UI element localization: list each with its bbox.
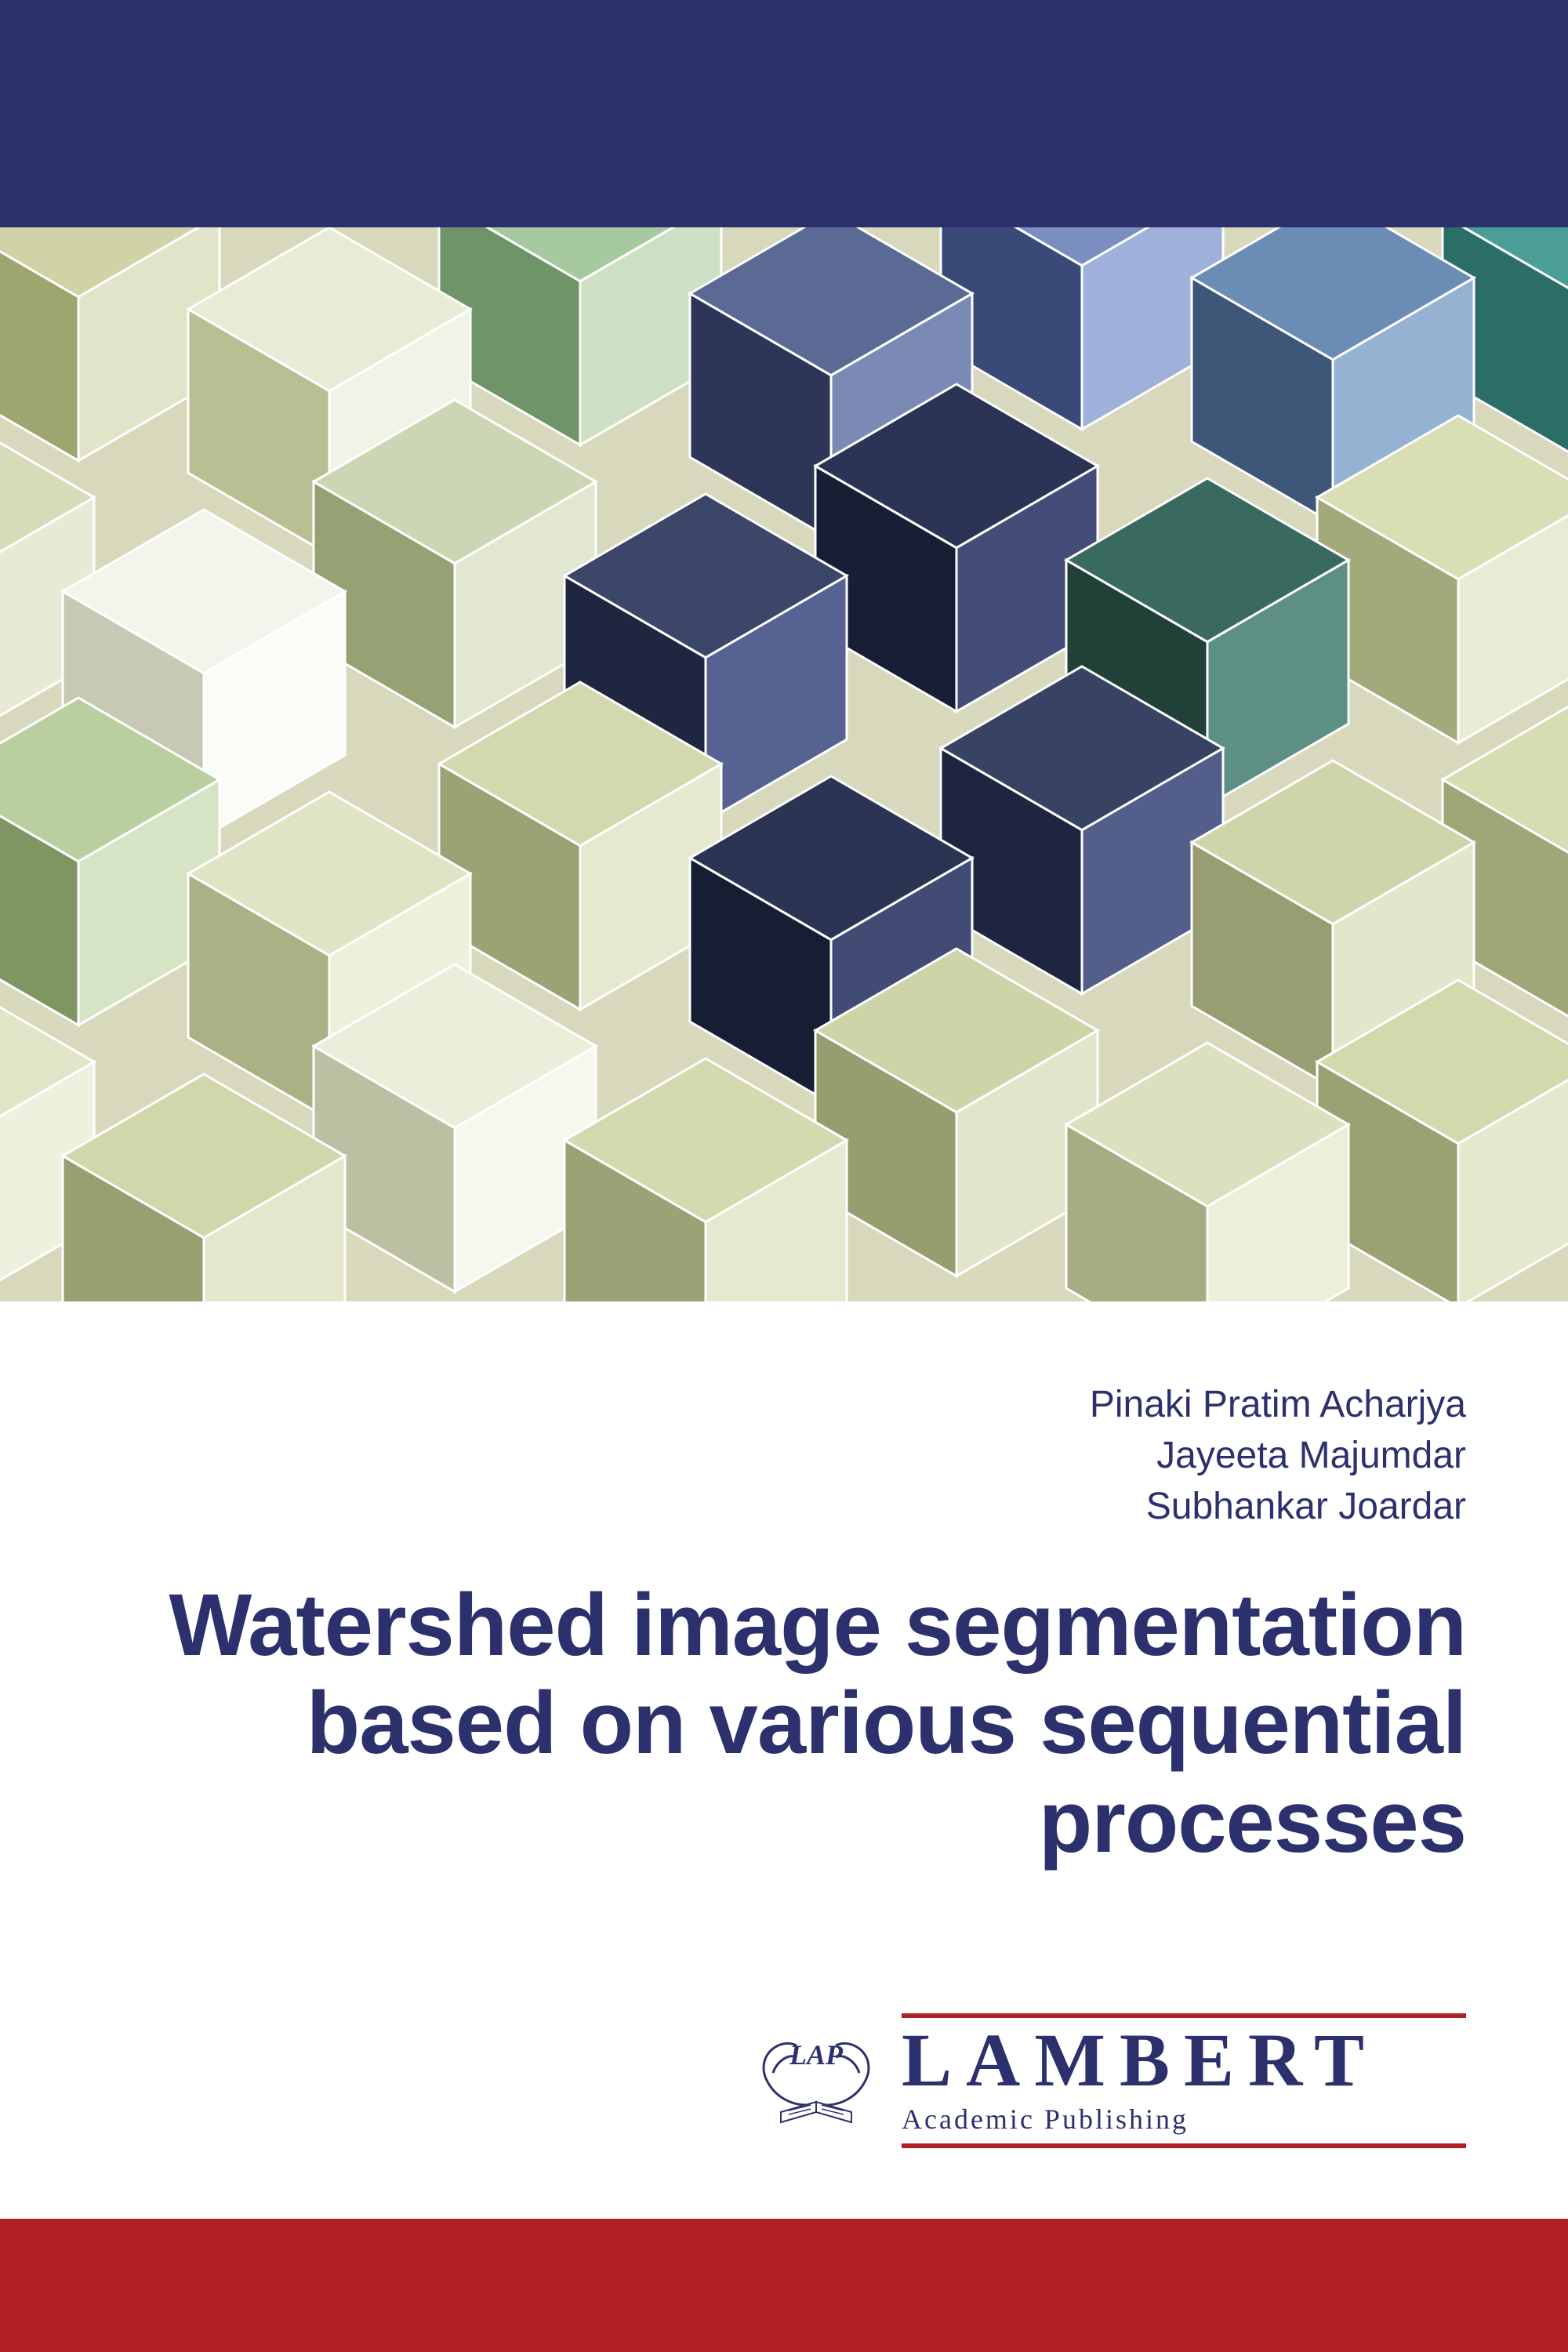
author-2: Jayeeta Majumdar [1090, 1431, 1466, 1482]
publisher-tagline: Academic Publishing [902, 2103, 1466, 2136]
book-cover: Pinaki Pratim Acharjya Jayeeta Majumdar … [0, 0, 1568, 2352]
logo-rule-bottom [902, 2143, 1466, 2148]
book-title: Watershed image segmentation based on va… [63, 1576, 1466, 1871]
publisher-logo: LAP LAMBERT Academic Publishing [750, 2013, 1466, 2148]
publisher-badge-text: LAP [789, 2039, 844, 2071]
publisher-name: LAMBERT [902, 2023, 1466, 2098]
author-1: Pinaki Pratim Acharjya [1090, 1380, 1466, 1431]
bottom-band [0, 2219, 1568, 2352]
top-band [0, 0, 1568, 227]
author-3: Subhankar Joardar [1090, 1482, 1466, 1533]
authors-block: Pinaki Pratim Acharjya Jayeeta Majumdar … [1090, 1380, 1466, 1532]
publisher-emblem: LAP [750, 2030, 883, 2132]
publisher-text: LAMBERT Academic Publishing [902, 2013, 1466, 2148]
hero-art [0, 227, 1568, 1301]
